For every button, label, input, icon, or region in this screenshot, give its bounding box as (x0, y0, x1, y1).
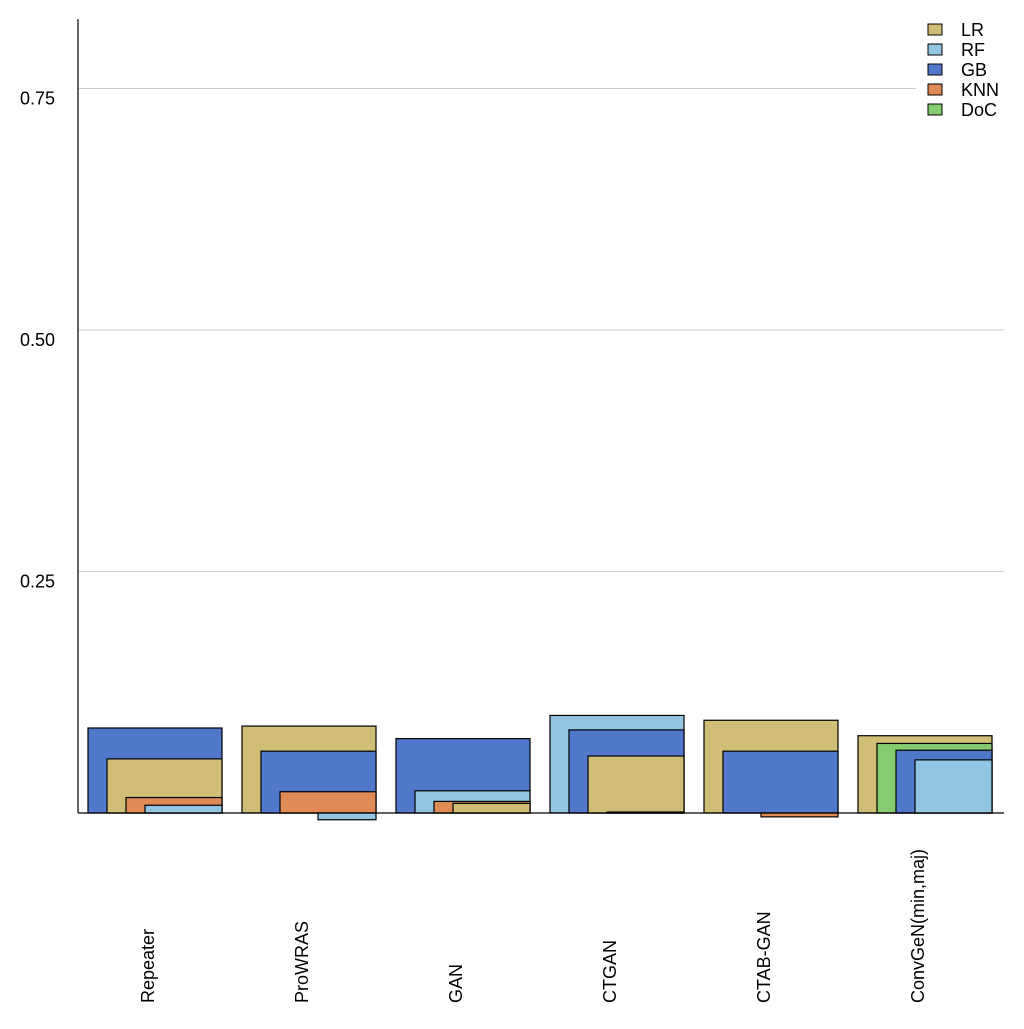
y-tick-labels: 0.25 0.50 0.75 (20, 89, 55, 592)
bar-lr-ctgan (587, 755, 685, 814)
gridlines (78, 88, 1004, 572)
x-tick-label: Repeater (138, 929, 158, 1003)
legend-label-gb: GB (961, 60, 987, 80)
y-tick-label: 0.50 (20, 330, 55, 350)
bar-group-prowras (241, 725, 377, 821)
axes (77, 19, 1004, 814)
legend-swatch-gb (927, 63, 943, 76)
x-tick-label: CTGAN (600, 940, 620, 1003)
x-tick-label: ProWRAS (292, 921, 312, 1003)
legend-label-doc: DoC (961, 100, 997, 120)
legend-swatch-doc (927, 103, 943, 116)
legend-label-lr: LR (961, 20, 984, 40)
x-tick-label: ConvGeN(min,maj) (908, 849, 928, 1003)
y-tick-label: 0.25 (20, 572, 55, 592)
legend-swatch-lr (927, 23, 943, 36)
bar-rf-prowras (317, 812, 377, 821)
bar-lr-gan (452, 802, 531, 814)
bar-rf-convgen-min-maj- (914, 759, 993, 814)
legend-swatch-knn (927, 83, 943, 96)
bar-gb-ctab-gan (722, 750, 839, 814)
bar-group-ctab-gan (703, 719, 839, 818)
x-tick-label: GAN (446, 964, 466, 1003)
bar-rf-repeater (144, 804, 223, 814)
bar-knn-prowras (279, 791, 377, 814)
legend-label-rf: RF (961, 40, 985, 60)
x-tick-label: CTAB-GAN (754, 911, 774, 1003)
bar-group-gan (395, 738, 531, 814)
x-tick-labels: Repeater ProWRAS GAN CTGAN CTAB-GAN ConvGeN(m… (138, 849, 928, 1003)
bar-group-repeater (87, 727, 223, 814)
bars (87, 714, 993, 821)
bar-group-convgen-min-maj- (857, 735, 993, 814)
y-tick-label: 0.75 (20, 89, 55, 109)
bar-group-ctgan (549, 714, 685, 814)
legend-swatch-rf (927, 43, 943, 56)
legend-label-knn: KNN (961, 80, 999, 100)
